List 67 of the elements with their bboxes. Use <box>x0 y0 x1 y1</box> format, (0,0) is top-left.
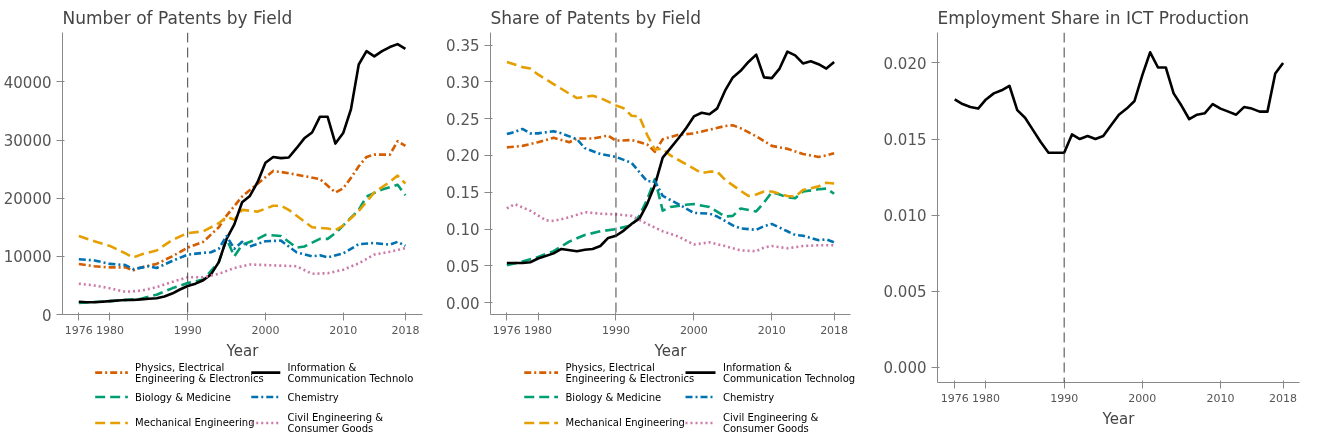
line-series <box>77 246 407 294</box>
legend-label: Chemistry <box>723 391 775 403</box>
x-tick-label: 1980 <box>524 323 553 337</box>
y-tick-label: 20000 <box>3 190 52 209</box>
x-tick-label: 2000 <box>1128 391 1157 405</box>
legend-label: Civil Engineering & Consumer Goods <box>723 411 819 434</box>
y-tick-label: 30000 <box>3 132 52 151</box>
legend-label: Biology & Medicine <box>135 391 231 403</box>
line-series <box>505 202 836 253</box>
y-tick-label: 0.020 <box>883 54 927 73</box>
x-tick-label: 2018 <box>391 323 420 337</box>
x-tick-label: 1990 <box>173 323 202 337</box>
line-series <box>505 60 836 198</box>
line-series <box>77 174 407 259</box>
y-tick-label: 0.20 <box>446 147 480 166</box>
x-axis-title: Year <box>653 341 688 360</box>
line-series <box>77 183 407 305</box>
chart-title: Share of Patents by Field <box>490 7 701 28</box>
line-series <box>505 177 836 267</box>
y-tick-label: 0.000 <box>883 359 927 378</box>
x-tick-label: 1976 <box>64 323 93 337</box>
x-tick-label: 1980 <box>95 323 124 337</box>
x-tick-label: 2018 <box>820 323 849 337</box>
legend-label: Mechanical Engineering <box>565 417 685 429</box>
y-tick-label: 0.015 <box>883 131 927 150</box>
y-tick-label: 40000 <box>3 73 52 92</box>
x-tick-label: 1976 <box>492 323 521 337</box>
x-tick-label: 2000 <box>251 323 280 337</box>
line-series <box>505 123 836 159</box>
chart-title: Employment Share in ICT Production <box>937 7 1250 28</box>
x-axis-title: Year <box>1101 409 1136 428</box>
x-tick-label: 2010 <box>1206 391 1235 405</box>
x-tick-label: 2010 <box>329 323 358 337</box>
y-tick-label: 0.15 <box>446 184 480 203</box>
y-tick-label: 0.00 <box>446 294 480 313</box>
y-tick-label: 0.35 <box>446 37 480 56</box>
x-tick-label: 1990 <box>1050 391 1079 405</box>
line-series <box>953 50 1285 155</box>
x-tick-label: 1976 <box>940 391 969 405</box>
legend-label: Physics, Electrical Engineering & Electronics <box>135 361 264 384</box>
legend-label: Physics, Electrical Engineering & Electronics <box>565 361 695 384</box>
chart-title: Number of Patents by Field <box>62 7 293 28</box>
line-series <box>77 42 407 304</box>
x-tick-label: 2010 <box>757 323 786 337</box>
y-tick-label: 0.05 <box>446 257 480 276</box>
legend-label: Civil Engineering & Consumer Goods <box>287 411 384 434</box>
x-tick-label: 1980 <box>971 391 1000 405</box>
legend-label: Chemistry <box>287 391 339 403</box>
line-series <box>505 127 836 244</box>
line-series <box>77 234 407 271</box>
x-tick-label: 2018 <box>1269 391 1298 405</box>
y-tick-label: 10000 <box>3 248 52 267</box>
y-tick-label: 0.30 <box>446 73 480 92</box>
line-series <box>505 50 836 265</box>
y-tick-label: 0 <box>41 306 52 325</box>
x-tick-label: 2000 <box>679 323 708 337</box>
legend-label: Information & Communication Technolog <box>723 361 856 384</box>
x-tick-label: 1990 <box>601 323 630 337</box>
line-series <box>77 139 407 272</box>
legend-label: Biology & Medicine <box>565 391 662 403</box>
y-tick-label: 0.25 <box>446 110 480 129</box>
y-tick-label: 0.005 <box>883 283 927 302</box>
legend-label: Mechanical Engineering <box>135 417 255 429</box>
x-axis-title: Year <box>225 341 260 360</box>
legend-label: Information & Communication Technolo <box>287 361 414 384</box>
y-tick-label: 0.010 <box>883 207 927 226</box>
y-tick-label: 0.10 <box>446 221 480 240</box>
